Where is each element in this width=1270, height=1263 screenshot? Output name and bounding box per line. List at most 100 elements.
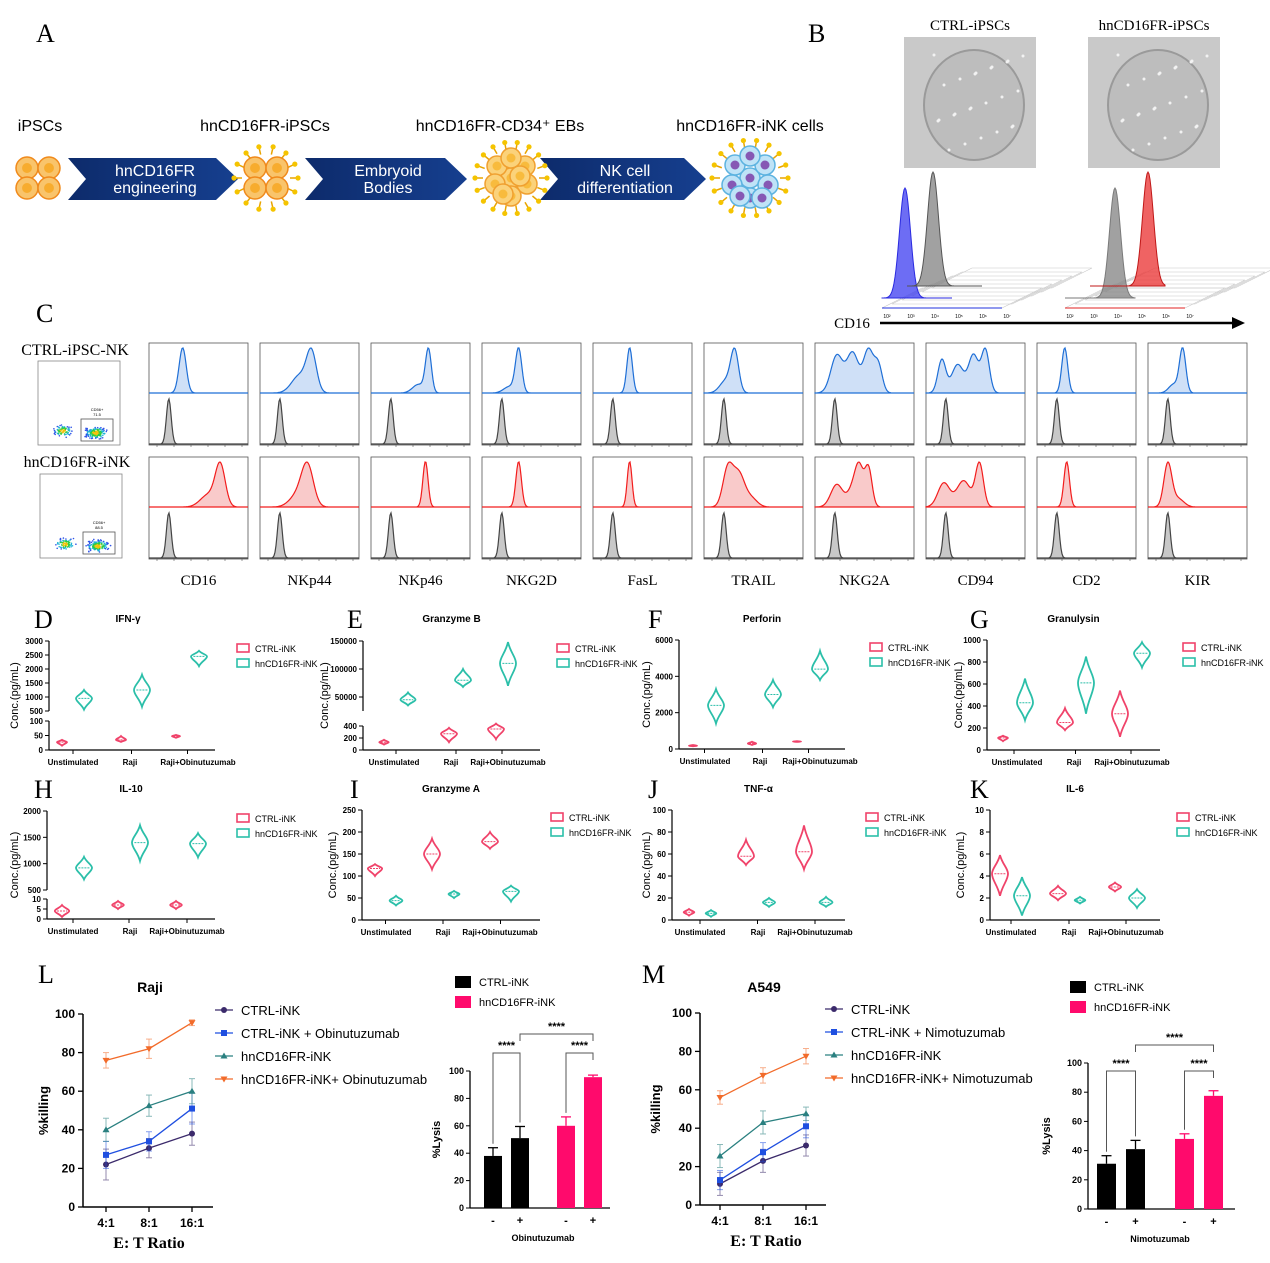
y-tick-label: 80 <box>62 1046 76 1060</box>
scatter-dot <box>62 546 65 548</box>
scatter-dot <box>92 546 95 549</box>
histogram-box <box>703 456 804 560</box>
axis-tick-label: 10⁵ <box>955 314 963 320</box>
chart-title: IFN-γ <box>116 614 141 625</box>
legend-swatch <box>1176 827 1190 837</box>
isotype-histogram <box>926 510 1025 559</box>
chevron-arrow-icon <box>305 158 467 200</box>
nucleus-icon <box>44 163 54 173</box>
y-tick-label: 1000 <box>23 860 41 869</box>
gate-label: CD56+ <box>91 407 104 412</box>
legend-swatch <box>1182 642 1196 652</box>
histogram-plane <box>891 283 1053 305</box>
isotype-histogram <box>1148 510 1247 559</box>
stage-label: hnCD16FR-CD34⁺ EBs <box>416 118 585 135</box>
scatter-dot <box>102 540 105 543</box>
isotype-histogram <box>593 396 692 445</box>
y-tick-label: 10 <box>32 895 41 904</box>
scatter-dot <box>98 431 100 433</box>
histogram-box <box>148 342 249 446</box>
violin-mark <box>487 722 505 742</box>
histogram-box <box>370 342 471 446</box>
legend-swatch <box>1182 657 1196 667</box>
marker-label: NKG2A <box>839 573 890 589</box>
receptor-icon <box>231 175 237 181</box>
scatter-dot <box>58 543 60 545</box>
scatter-dot <box>99 437 102 440</box>
violin-mark <box>811 647 829 683</box>
violin-mark <box>133 671 151 711</box>
scatter-dot <box>61 541 63 544</box>
significance-bracket <box>1106 1070 1136 1152</box>
x-tick-label: Raji+Obinutuzumab <box>149 927 224 936</box>
legend-label: CTRL-iNK <box>1201 643 1242 653</box>
x-tick-label: Raji+Obinutuzumab <box>782 757 857 766</box>
legend-label: hnCD16FR-iNK <box>479 997 556 1009</box>
y-tick-label: 150 <box>343 850 357 859</box>
x-tick-label: - <box>564 1215 568 1227</box>
scatter-dot <box>64 434 66 436</box>
y-axis-label: Conc.(pg/mL) <box>953 662 965 729</box>
gate-box <box>80 418 114 442</box>
violin-mark <box>1077 656 1095 714</box>
violin-mark <box>171 733 181 739</box>
scatter-dot <box>95 542 98 545</box>
colony-shape <box>1107 49 1209 161</box>
x-tick-label: Raji <box>123 758 138 767</box>
scatter-dot <box>65 548 67 550</box>
y-tick-label: 60 <box>454 1121 464 1131</box>
square-marker <box>831 1029 837 1035</box>
histogram-box <box>592 342 693 446</box>
receptor-icon <box>753 212 760 219</box>
violin-mark <box>190 649 208 669</box>
receptor-icon <box>243 200 249 206</box>
significance-bracket <box>519 1033 594 1041</box>
y-tick-label: 1000 <box>25 693 43 702</box>
image-speckle <box>984 101 988 105</box>
legend-swatch <box>1070 981 1086 993</box>
y-tick-label: 20 <box>657 894 666 903</box>
scatter-dot <box>62 543 65 546</box>
y-tick-label: 0 <box>459 1203 464 1213</box>
image-speckle <box>973 72 977 76</box>
axis-tick-label: 10⁵ <box>1138 314 1146 320</box>
scatter-dot <box>68 541 70 544</box>
scatter-dot <box>97 434 100 437</box>
receptor-icon <box>474 163 480 169</box>
receptor-icon <box>480 152 487 158</box>
violin-mark <box>688 744 698 748</box>
violin-mark <box>423 835 441 873</box>
panel-letter: L <box>38 960 54 989</box>
x-tick-label: Raji <box>436 928 451 937</box>
panel-letter: E <box>347 605 363 634</box>
scatter-dot <box>65 543 68 546</box>
scatter-dot <box>103 546 106 549</box>
scatter-dot <box>53 428 55 430</box>
scatter-dot <box>103 433 106 435</box>
y-tick-label: 0 <box>353 746 358 755</box>
isotype-histogram <box>149 510 248 559</box>
image-speckle <box>1010 125 1014 129</box>
axis-tick-label: 10⁶ <box>979 314 987 320</box>
y-tick-label: 4 <box>980 872 985 881</box>
violin-chart-k: IL-6 Conc.(pg/mL) 0 2 4 6 8 10 Unstimulated Raji R… <box>955 784 1258 937</box>
triangle-up-marker <box>145 1102 153 1109</box>
triangle-down-marker <box>188 1020 196 1027</box>
receptor-icon <box>776 199 782 206</box>
x-tick-label: Unstimulated <box>48 927 99 936</box>
scatter-dot <box>86 427 88 430</box>
gate-label: CD56+ <box>93 520 106 525</box>
y-tick-label: 0 <box>39 746 44 755</box>
receptor-icon <box>535 152 542 158</box>
scatter-dot <box>62 539 64 542</box>
scatter-dot <box>98 551 101 553</box>
image-speckle <box>942 83 946 87</box>
isotype-histogram <box>1148 396 1247 445</box>
histogram-peak <box>1090 170 1166 287</box>
panel-letter: B <box>808 19 825 48</box>
bar <box>484 1155 502 1208</box>
x-tick-label: Raji <box>753 757 768 766</box>
x-tick-label: Unstimulated <box>361 928 412 937</box>
x-tick-label: 4:1 <box>97 1216 115 1230</box>
bar <box>1126 1149 1145 1209</box>
